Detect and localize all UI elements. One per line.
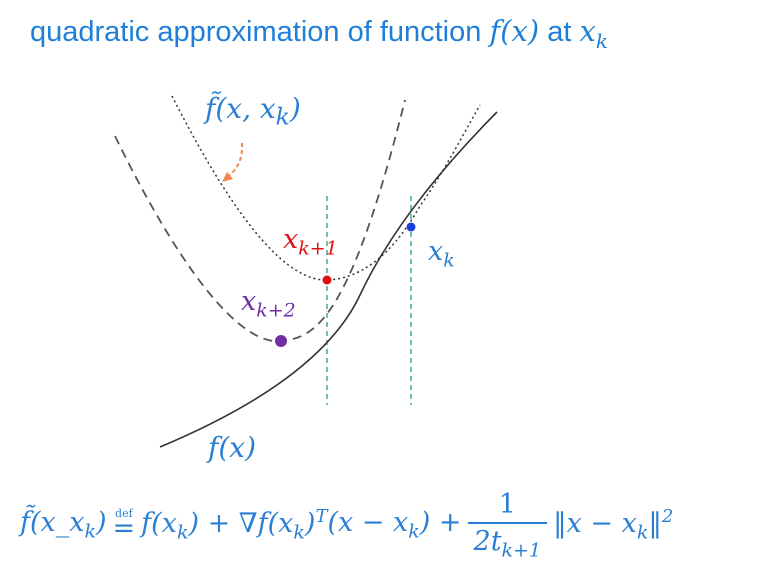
formula-fraction: 1 2tk+1 bbox=[467, 488, 548, 561]
label-function: f(x) bbox=[208, 431, 257, 464]
formula-t2-sub: k bbox=[293, 521, 305, 544]
formula-t3-close: ) + bbox=[419, 507, 462, 539]
formula-t4-close: ‖ bbox=[648, 508, 662, 540]
point-xk bbox=[406, 222, 416, 232]
label-approx-function: f̃(x, xk) bbox=[205, 92, 301, 131]
formula-term1: f(xk) + ∇f(xk)T bbox=[141, 506, 327, 543]
diagram-title: quadratic approximation of function f(x)… bbox=[30, 14, 608, 53]
pointer-arrow-line bbox=[228, 142, 244, 177]
formula-lhs-sub: k bbox=[84, 520, 96, 543]
formula-lhs-text: f̃(x_x bbox=[20, 507, 85, 539]
formula-t2-close: ) bbox=[304, 508, 316, 540]
formula-t3: (x − x bbox=[327, 507, 409, 539]
formula-term3: (x − xk) + bbox=[327, 507, 461, 542]
formula-def: def bbox=[115, 507, 133, 520]
formula-frac-num: 1 bbox=[498, 488, 516, 520]
label-x-k-plus-2: xk+2 bbox=[241, 286, 296, 321]
formula-t4: ‖x − x bbox=[553, 508, 637, 540]
label-x-k-plus-1: xk+1 bbox=[283, 224, 338, 259]
formula-t4-sup: 2 bbox=[661, 506, 674, 528]
label-approx-sub: k bbox=[275, 102, 290, 131]
label-xk2-var: x bbox=[241, 286, 257, 317]
formula-defeq: def = bbox=[113, 508, 136, 542]
label-xk2-sub: k+2 bbox=[256, 299, 296, 322]
formula-t1-sub: k bbox=[176, 521, 189, 544]
formula-lhs: f̃(x_xk) bbox=[20, 507, 107, 542]
label-xk-sub: k bbox=[443, 249, 455, 272]
formula-t3-sub: k bbox=[408, 520, 420, 543]
point-xk2 bbox=[275, 335, 287, 347]
formula-t1: f(x bbox=[141, 508, 177, 540]
formula-frac-den-sub: k+1 bbox=[501, 539, 542, 562]
formula-term4: ‖x − xk‖2 bbox=[553, 506, 673, 543]
formula-frac-bar bbox=[467, 521, 548, 524]
approx-curve-k bbox=[171, 95, 481, 281]
title-text: quadratic approximation of function bbox=[30, 16, 482, 48]
formula-t4-sub: k bbox=[636, 521, 649, 544]
title-function: f(x) bbox=[489, 14, 540, 48]
label-xk1-var: x bbox=[283, 224, 299, 255]
label-approx-text: f̃(x, x bbox=[205, 92, 276, 125]
title-var: x bbox=[579, 14, 596, 48]
formula-eq: = bbox=[112, 513, 136, 544]
formula-t1-close: ) + ∇f(x bbox=[188, 508, 294, 540]
point-xk1 bbox=[322, 275, 332, 285]
label-approx-close: ) bbox=[289, 92, 301, 125]
formula-t2-sup: T bbox=[315, 506, 328, 528]
formula-frac-den: 2tk+1 bbox=[468, 524, 548, 561]
title-variable: xk bbox=[579, 14, 607, 53]
label-xk-var: x bbox=[428, 236, 444, 267]
formula-frac-den-text: 2t bbox=[473, 525, 502, 557]
formula-lhs-close: ) bbox=[96, 507, 107, 539]
pointer-arrow-head bbox=[222, 172, 233, 182]
label-x-k: xk bbox=[428, 236, 455, 271]
approximation-formula: f̃(x_xk) def = f(xk) + ∇f(xk)T (x − xk) +… bbox=[20, 482, 673, 568]
title-var-sub: k bbox=[595, 28, 608, 53]
title-at: at bbox=[547, 16, 572, 48]
label-xk1-sub: k+1 bbox=[298, 237, 338, 260]
